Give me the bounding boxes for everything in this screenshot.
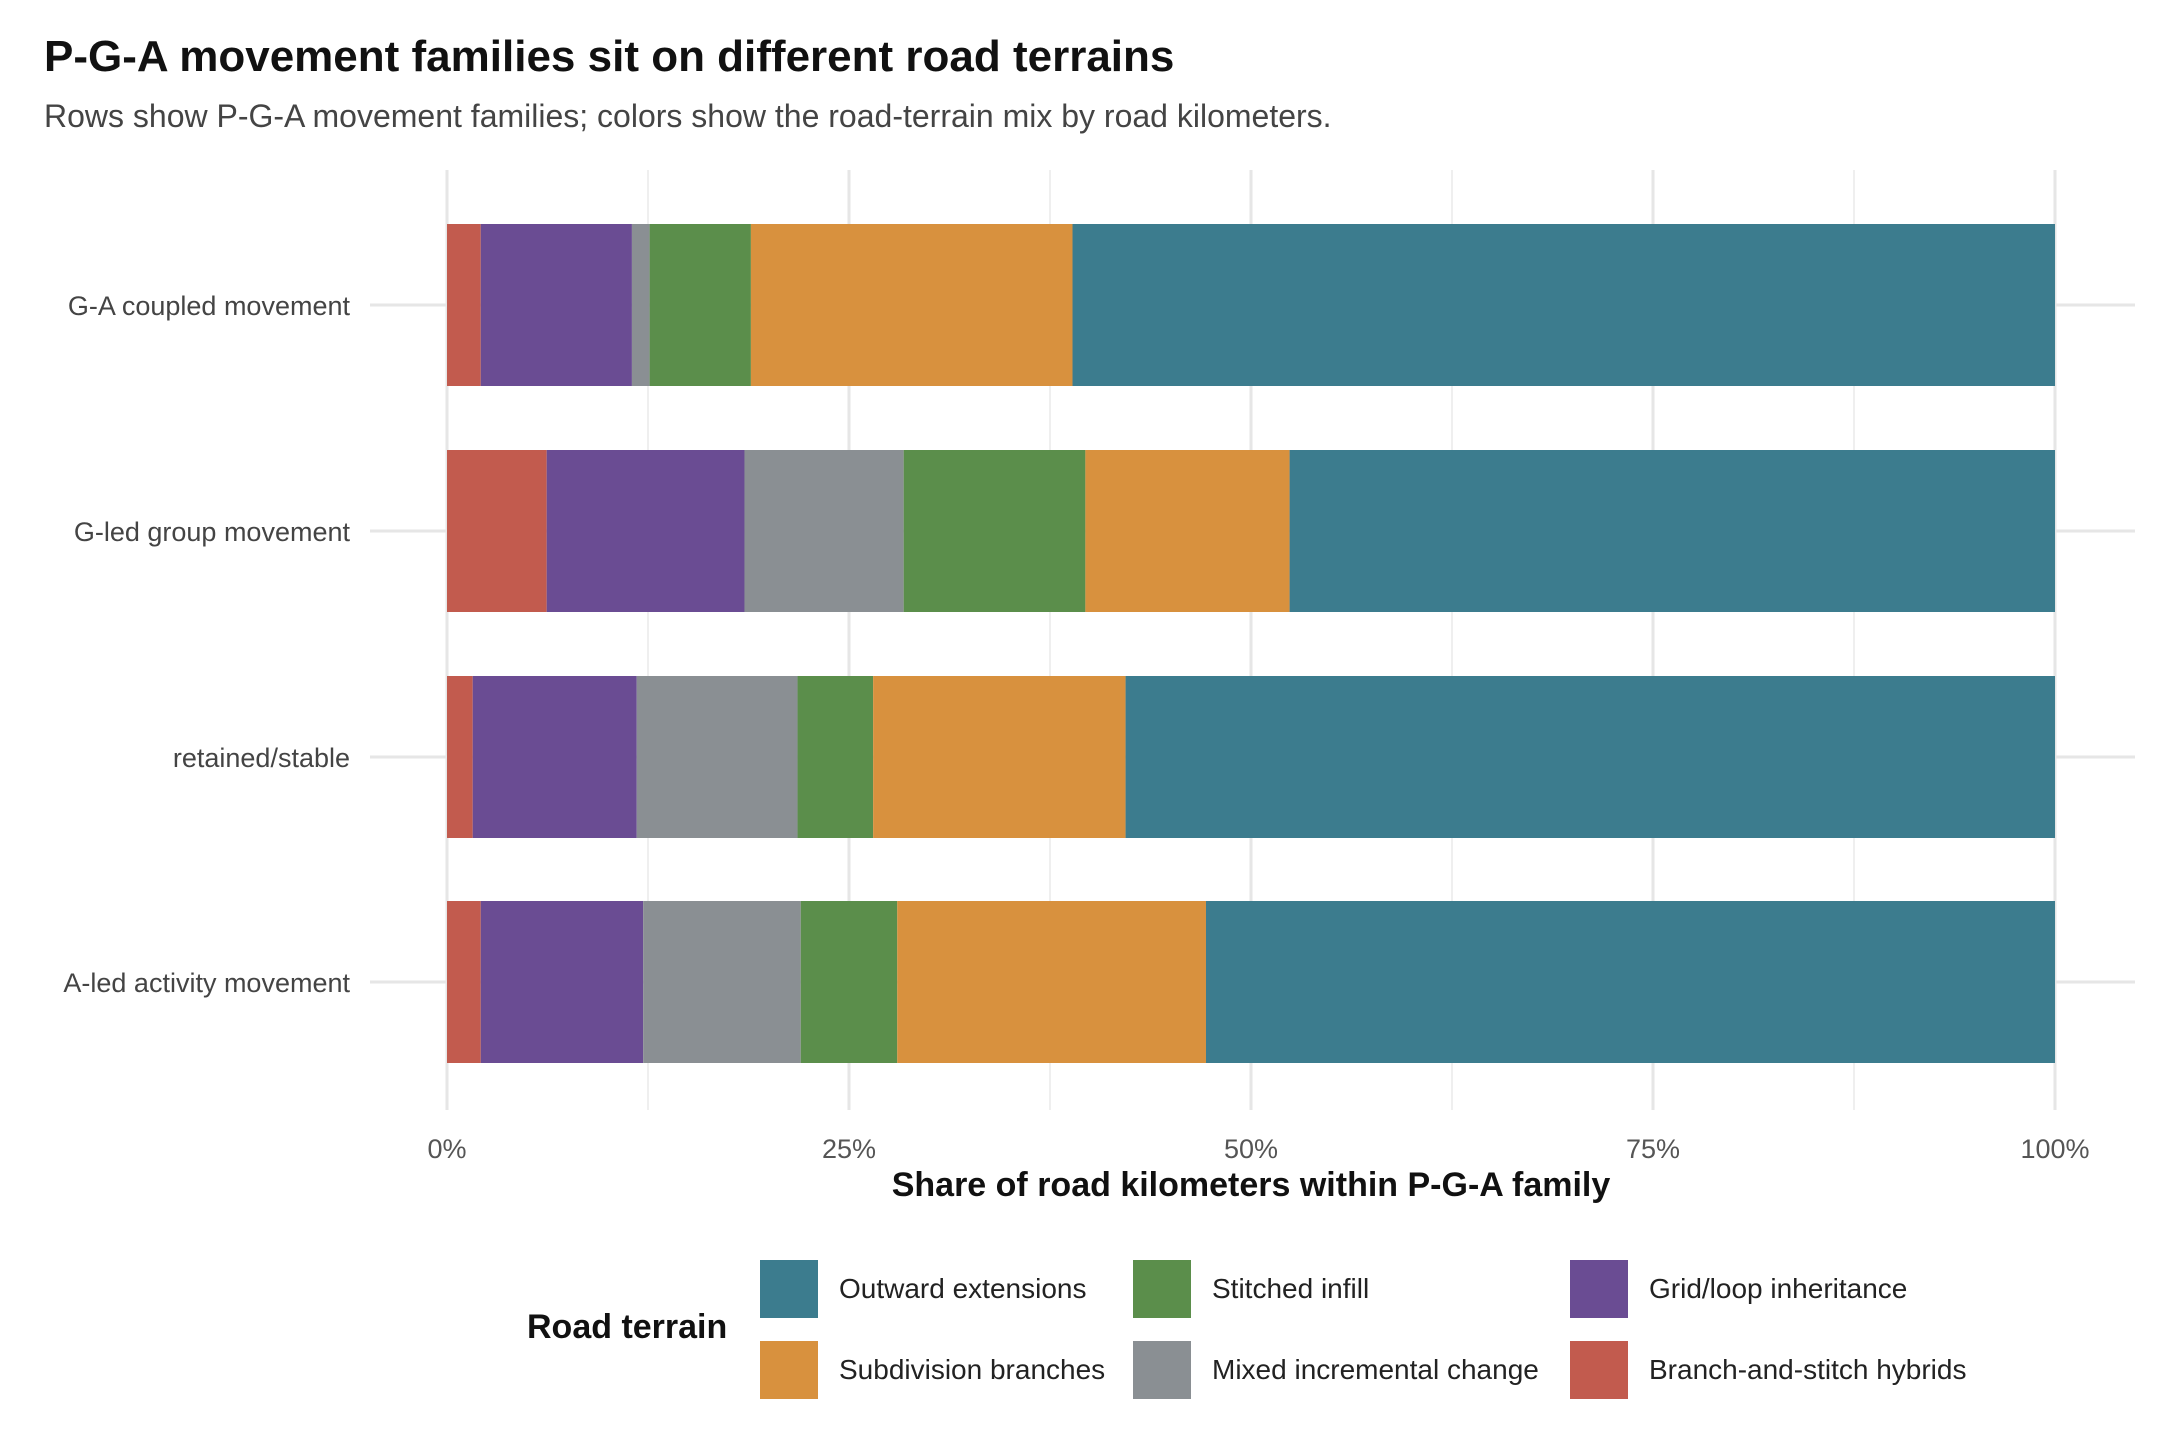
bar-segment	[897, 901, 1206, 1063]
bar-segment	[1205, 901, 2055, 1063]
legend-label: Subdivision branches	[839, 1354, 1106, 1385]
bar-segment	[800, 901, 898, 1063]
legend-swatch	[1133, 1260, 1191, 1318]
bar-segment	[903, 450, 1086, 612]
y-tick-label: G-A coupled movement	[68, 291, 351, 321]
chart-title: P-G-A movement families sit on different…	[44, 32, 1175, 81]
bar-segment	[480, 901, 644, 1063]
bars	[447, 224, 2055, 1063]
bar-segment	[546, 450, 745, 612]
x-axis-title: Share of road kilometers within P-G-A fa…	[892, 1166, 1611, 1204]
bar-segment	[447, 450, 547, 612]
bar-segment	[447, 224, 481, 386]
bar-segment	[1289, 450, 2055, 612]
legend-swatch	[1570, 1341, 1628, 1399]
bar-segment	[1072, 224, 2055, 386]
x-tick-label: 50%	[1224, 1134, 1278, 1164]
legend-swatch	[1570, 1260, 1628, 1318]
bar-segment	[480, 224, 632, 386]
x-tick-label: 75%	[1626, 1134, 1680, 1164]
bar-segment	[750, 224, 1073, 386]
axis-labels: 0% 25% 50% 75% 100% G-A coupled movement G-led…	[63, 291, 2089, 1204]
y-tick-label: G-led group movement	[74, 517, 351, 547]
bar-segment	[631, 224, 650, 386]
legend-swatch	[760, 1341, 818, 1399]
bar-segment	[472, 676, 637, 838]
bar-segment	[447, 901, 481, 1063]
legend-label: Grid/loop inheritance	[1649, 1273, 1908, 1304]
y-tick-label: A-led activity movement	[63, 968, 350, 998]
bar-segment	[873, 676, 1126, 838]
legend-swatch	[1133, 1341, 1191, 1399]
bar-segment	[797, 676, 874, 838]
bar-segment	[744, 450, 904, 612]
x-tick-label: 0%	[427, 1134, 466, 1164]
bar-segment	[447, 676, 473, 838]
legend-label: Stitched infill	[1212, 1273, 1370, 1304]
x-tick-label: 100%	[2020, 1134, 2089, 1164]
chart-subtitle: Rows show P-G-A movement families; color…	[44, 98, 1332, 134]
legend-label: Outward extensions	[839, 1273, 1087, 1304]
bar-segment	[636, 676, 798, 838]
legend-title: Road terrain	[527, 1308, 728, 1346]
bar-segment	[643, 901, 801, 1063]
y-tick-label: retained/stable	[173, 743, 350, 773]
legend-label: Branch-and-stitch hybrids	[1649, 1354, 1967, 1385]
bar-segment	[1085, 450, 1290, 612]
legend-label: Mixed incremental change	[1212, 1354, 1539, 1385]
x-tick-label: 25%	[822, 1134, 876, 1164]
bar-segment	[1125, 676, 2055, 838]
legend-swatch	[760, 1260, 818, 1318]
bar-segment	[649, 224, 751, 386]
